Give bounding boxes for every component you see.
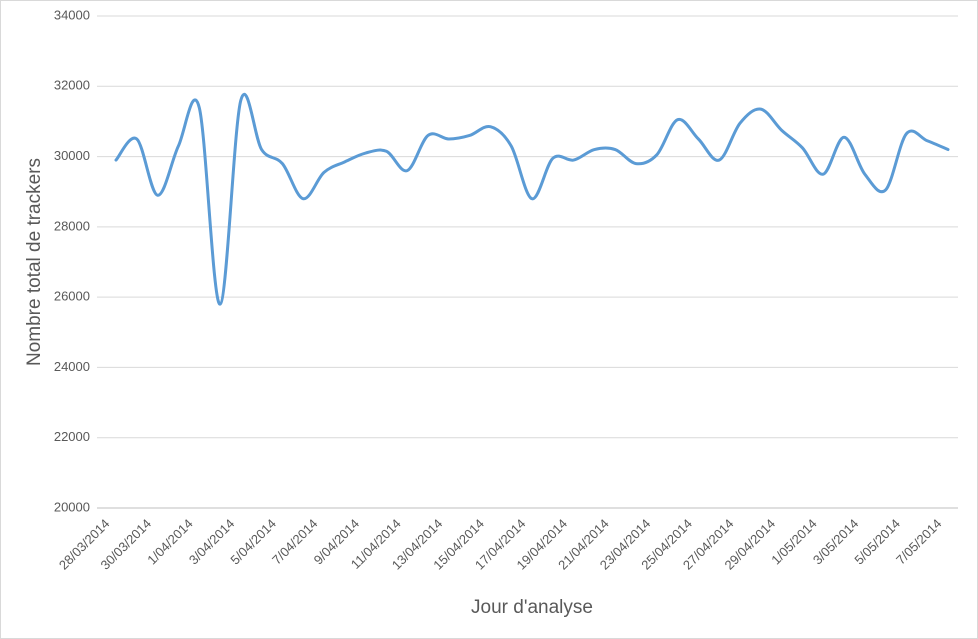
y-tick-label: 24000 [54,359,90,374]
y-tick-label: 30000 [54,148,90,163]
y-tick-label: 22000 [54,429,90,444]
y-axis-title: Nombre total de trackers [24,158,45,366]
x-axis-title: Jour d'analyse [471,597,593,618]
y-tick-label: 20000 [54,499,90,514]
y-tick-label: 26000 [54,289,90,304]
data-line [114,92,950,306]
y-tick-label: 32000 [54,78,90,93]
y-tick-label: 34000 [54,7,90,22]
y-tick-label: 28000 [54,218,90,233]
